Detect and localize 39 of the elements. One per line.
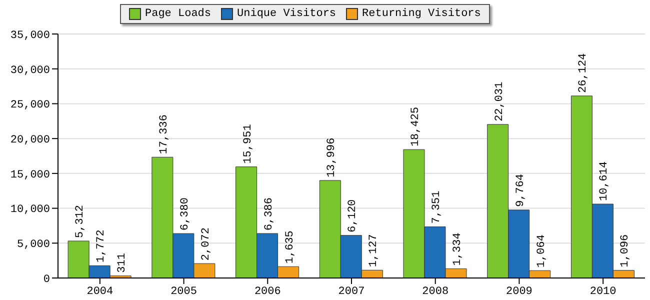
- x-tick-label: 2008: [422, 286, 449, 298]
- x-tick-label: 2005: [170, 286, 197, 298]
- legend-label: Page Loads: [144, 8, 212, 20]
- legend-label: Unique Visitors: [236, 8, 336, 20]
- data-label: 6,120: [347, 199, 360, 232]
- data-label: 17,336: [158, 114, 170, 154]
- data-label: 311: [116, 252, 129, 273]
- y-tick-label: 15,000: [10, 169, 50, 182]
- data-label: 15,951: [242, 124, 254, 164]
- legend-label: Returning Visitors: [361, 8, 481, 20]
- data-label: 18,425: [410, 106, 422, 147]
- x-tick-label: 2007: [338, 286, 365, 298]
- y-tick-label: 0: [43, 274, 50, 286]
- y-tick-label: 25,000: [10, 100, 50, 112]
- data-label: 6,386: [263, 197, 276, 230]
- data-label: 2,072: [200, 228, 212, 261]
- data-label: 1,334: [452, 232, 464, 266]
- data-label: 7,351: [430, 190, 443, 224]
- x-tick-label: 2006: [254, 286, 281, 298]
- data-label: 5,312: [74, 204, 87, 238]
- y-tick-label: 10,000: [10, 204, 50, 216]
- data-label: 9,764: [514, 174, 527, 207]
- data-label: 6,380: [179, 198, 192, 231]
- x-tick-label: 2004: [86, 286, 114, 298]
- data-label: 26,124: [578, 52, 590, 93]
- data-label: 10,614: [598, 161, 611, 202]
- y-tick-label: 20,000: [10, 134, 50, 146]
- x-tick-label: 2010: [590, 286, 616, 298]
- data-label: 1,127: [368, 234, 380, 268]
- y-tick-label: 5,000: [16, 239, 50, 252]
- y-tick-label: 30,000: [10, 64, 50, 77]
- data-label: 22,031: [494, 81, 506, 122]
- data-label: 1,635: [284, 230, 296, 264]
- x-tick-label: 2009: [506, 286, 532, 298]
- data-label: 13,996: [326, 138, 338, 178]
- y-tick-label: 35,000: [10, 30, 50, 42]
- data-label: 1,064: [536, 234, 548, 268]
- data-label: 1,096: [620, 234, 632, 268]
- data-label: 1,772: [96, 230, 108, 263]
